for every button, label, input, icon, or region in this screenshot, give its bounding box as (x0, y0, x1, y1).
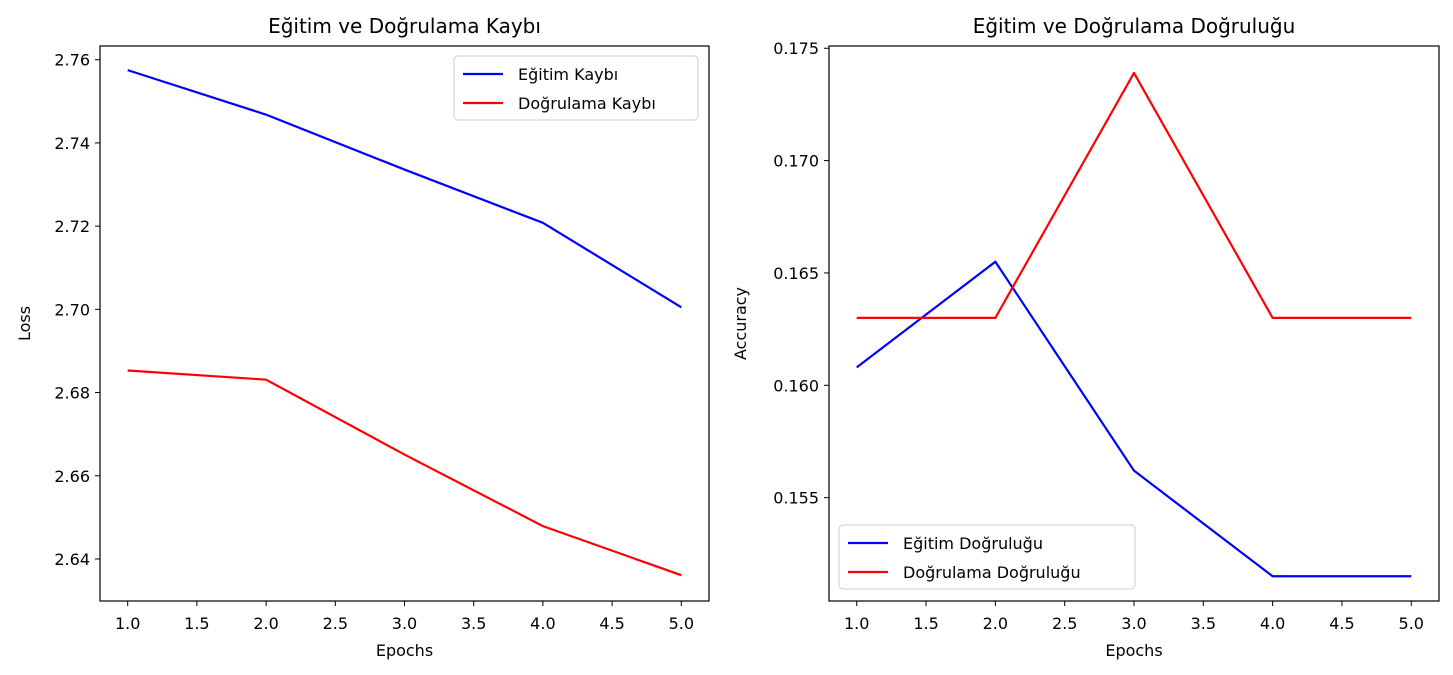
y-tick-label: 0.170 (773, 152, 819, 171)
x-tick-label: 1.0 (844, 614, 869, 633)
y-tick-label: 2.74 (54, 134, 90, 153)
y-axis-label: Loss (15, 306, 34, 341)
series-line-2 (856, 71, 1412, 319)
series-line-1 (856, 260, 1412, 578)
y-tick-label: 2.76 (54, 51, 90, 70)
legend-box (838, 524, 1136, 590)
legend: Eğitim Kaybı Doğrulama Kaybı (453, 55, 699, 121)
x-tick-label: 2.0 (253, 614, 278, 633)
y-tick-label: 2.68 (54, 384, 90, 403)
x-tick-label: 3.0 (392, 614, 417, 633)
x-tick-label: 2.5 (323, 614, 348, 633)
x-tick-label: 5.0 (669, 614, 694, 633)
legend-label: Eğitim Doğruluğu (903, 534, 1043, 553)
chart-2: Eğitim ve Doğrulama Doğruluğu 1.0 1.5 2.0 2.… (731, 14, 1440, 660)
chart-title: Eğitim ve Doğrulama Doğruluğu (973, 14, 1296, 38)
y-tick-label: 0.155 (773, 489, 819, 508)
x-axis-label: Epochs (376, 641, 433, 660)
y-tick-label: 2.64 (54, 550, 90, 569)
y-tick-label: 2.72 (54, 217, 90, 236)
x-tick-label: 1.0 (115, 614, 140, 633)
x-tick-label: 1.5 (184, 614, 209, 633)
chart-1: Eğitim ve Doğrulama Kaybı 1.0 1.5 2.0 2.5 3.0… (15, 14, 710, 660)
y-tick-label: 0.175 (773, 39, 819, 58)
y-tick-label: 2.70 (54, 300, 90, 319)
legend-label: Doğrulama Doğruluğu (903, 563, 1081, 582)
x-tick-label: 3.0 (1121, 614, 1146, 633)
x-tick-label: 2.5 (1052, 614, 1077, 633)
x-tick-label: 3.5 (461, 614, 486, 633)
x-tick-label: 5.0 (1399, 614, 1424, 633)
x-tick-label: 4.5 (599, 614, 624, 633)
legend-label: Eğitim Kaybı (518, 65, 618, 84)
x-tick-label: 2.0 (983, 614, 1008, 633)
x-axis-label: Epochs (1105, 641, 1162, 660)
chart-title: Eğitim ve Doğrulama Kaybı (268, 14, 541, 38)
x-tick-label: 4.5 (1329, 614, 1354, 633)
y-axis-label: Accuracy (731, 287, 750, 360)
legend-label: Doğrulama Kaybı (518, 94, 656, 113)
plot-frame (99, 45, 710, 602)
legend-box (453, 55, 699, 121)
x-tick-label: 3.5 (1191, 614, 1216, 633)
x-tick-label: 4.0 (530, 614, 555, 633)
x-tick-label: 1.5 (913, 614, 938, 633)
series-line-1 (127, 69, 682, 309)
y-tick-label: 2.66 (54, 467, 90, 486)
series-line-2 (127, 369, 682, 577)
y-tick-label: 0.160 (773, 376, 819, 395)
y-tick-label: 0.165 (773, 264, 819, 283)
plot-frame (828, 45, 1440, 602)
x-tick-label: 4.0 (1260, 614, 1285, 633)
legend: Eğitim Doğruluğu Doğrulama Doğruluğu (838, 524, 1136, 590)
